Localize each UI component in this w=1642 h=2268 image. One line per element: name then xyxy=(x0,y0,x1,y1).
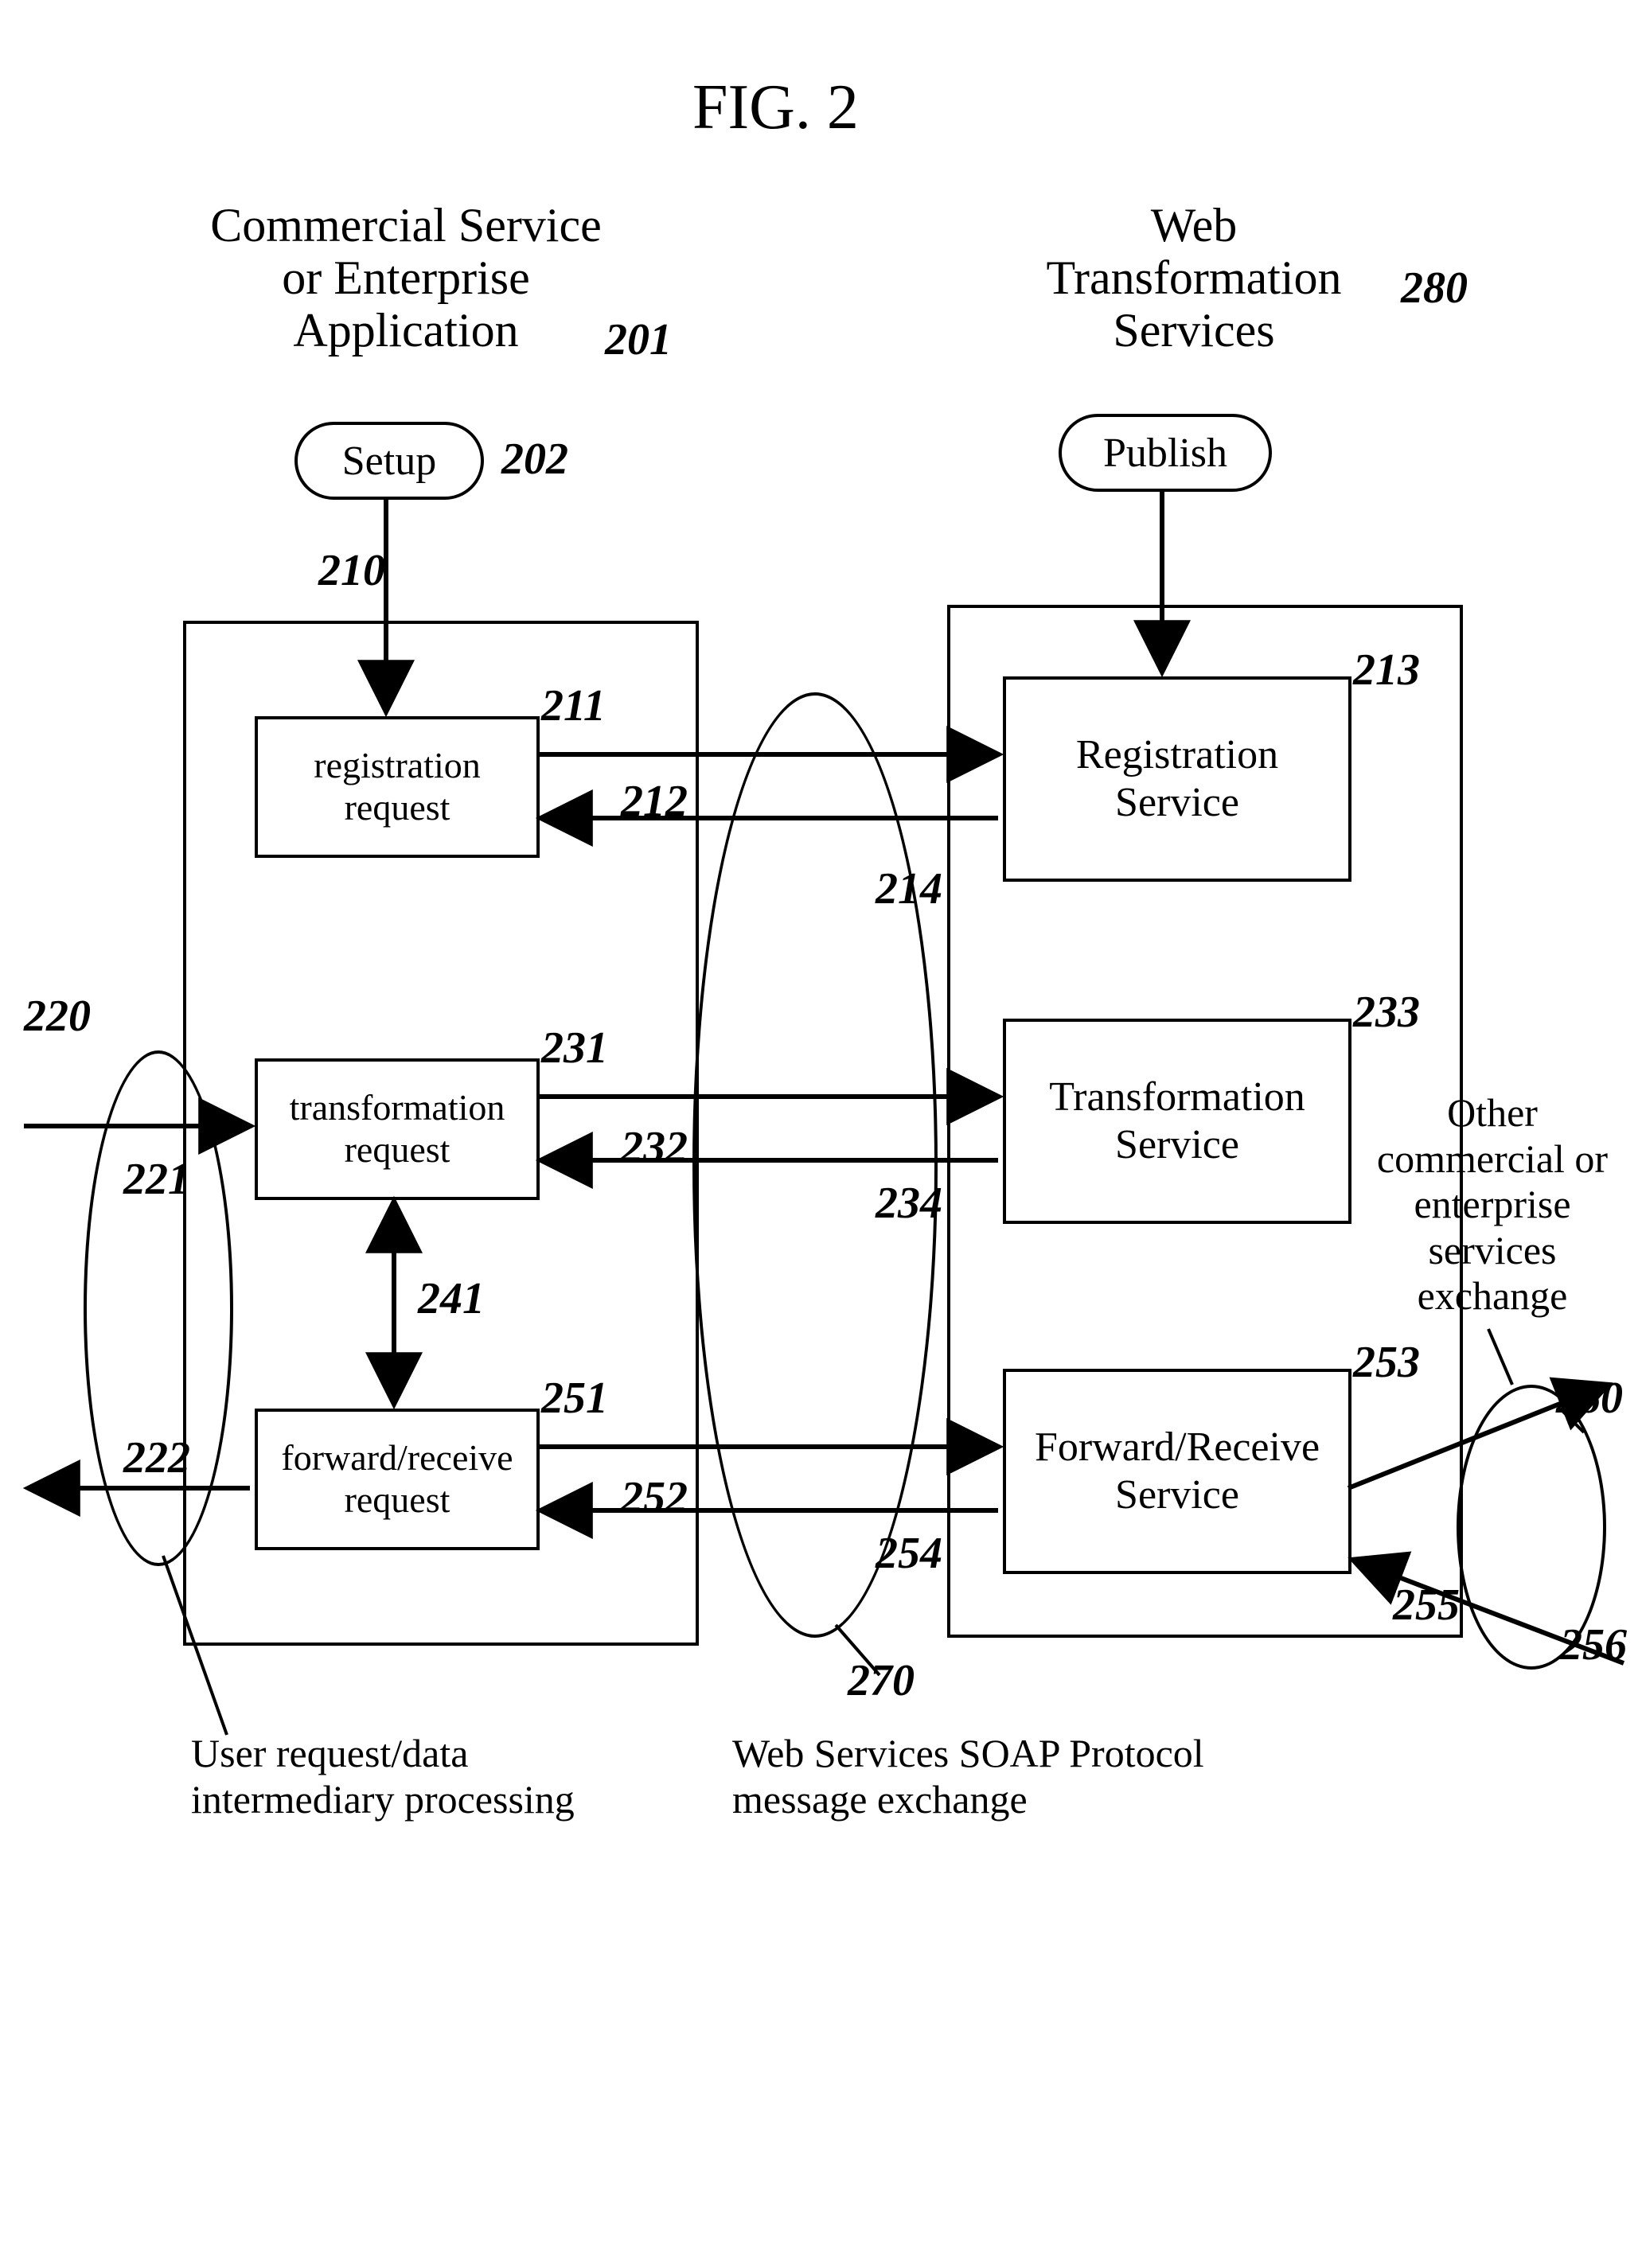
num-202: 202 xyxy=(501,434,568,485)
num-256: 256 xyxy=(1560,1619,1627,1670)
figure-title: FIG. 2 xyxy=(692,72,859,144)
other-exchange-caption: Other commercial or enterprise services … xyxy=(1353,1090,1632,1319)
forward-receive-service-box: Forward/Receive Service xyxy=(1003,1369,1351,1574)
user-caption: User request/data intermediary processin… xyxy=(191,1731,575,1822)
num-201: 201 xyxy=(605,314,672,365)
num-213: 213 xyxy=(1353,645,1420,696)
left-col-title: Commercial Service or Enterprise Applica… xyxy=(159,199,653,357)
num-232: 232 xyxy=(621,1122,688,1173)
num-233: 233 xyxy=(1353,987,1420,1038)
registration-request-box: registration request xyxy=(255,716,540,858)
num-211: 211 xyxy=(541,680,606,731)
num-260: 260 xyxy=(1556,1373,1623,1424)
forward-receive-request-box: forward/receive request xyxy=(255,1409,540,1550)
user-ellipse xyxy=(84,1050,233,1566)
num-251: 251 xyxy=(541,1373,608,1424)
num-210: 210 xyxy=(318,545,385,596)
num-270: 270 xyxy=(848,1655,915,1706)
right-col-title: Web Transformation Services xyxy=(995,199,1393,357)
num-222: 222 xyxy=(123,1432,190,1483)
num-231: 231 xyxy=(541,1023,608,1074)
soap-ellipse xyxy=(692,692,938,1638)
num-214: 214 xyxy=(876,863,942,914)
num-255: 255 xyxy=(1393,1580,1460,1631)
registration-service-box: Registration Service xyxy=(1003,676,1351,882)
publish-pill: Publish xyxy=(1059,414,1272,492)
num-254: 254 xyxy=(876,1528,942,1579)
transformation-service-box: Transformation Service xyxy=(1003,1019,1351,1224)
num-280: 280 xyxy=(1401,263,1468,314)
setup-pill: Setup xyxy=(294,422,484,500)
num-252: 252 xyxy=(621,1472,688,1523)
num-220: 220 xyxy=(24,991,91,1042)
soap-caption: Web Services SOAP Protocol message excha… xyxy=(732,1731,1204,1822)
transformation-request-box: transformation request xyxy=(255,1058,540,1200)
num-253: 253 xyxy=(1353,1337,1420,1388)
num-241: 241 xyxy=(418,1273,485,1324)
num-212: 212 xyxy=(621,776,688,827)
num-221: 221 xyxy=(123,1154,190,1205)
num-234: 234 xyxy=(876,1178,942,1229)
